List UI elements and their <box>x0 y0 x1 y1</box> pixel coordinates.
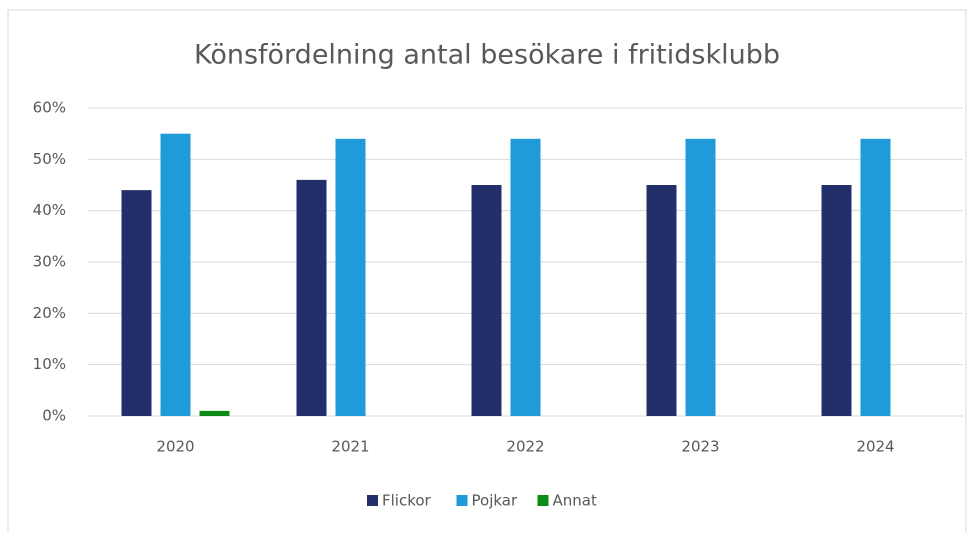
y-tick-label: 0% <box>42 407 66 425</box>
bar <box>335 138 366 417</box>
chart-title: Könsfördelning antal besökare i fritidsk… <box>194 40 780 71</box>
y-tick-label: 60% <box>33 99 66 117</box>
bar <box>685 138 716 417</box>
legend-swatch <box>537 495 549 506</box>
legend-swatch <box>456 495 468 506</box>
bar <box>510 138 541 417</box>
x-tick-label: 2022 <box>506 438 544 456</box>
legend-label: Pojkar <box>472 492 518 510</box>
y-tick-label: 20% <box>33 304 66 322</box>
bar <box>821 185 852 416</box>
y-tick-label: 50% <box>33 150 66 168</box>
bar <box>160 133 191 416</box>
x-tick-label: 2024 <box>856 438 894 456</box>
bar <box>296 179 327 416</box>
legend-label: Annat <box>553 492 597 510</box>
y-tick-label: 10% <box>33 355 66 373</box>
bar <box>646 185 677 416</box>
y-tick-label: 40% <box>33 201 66 219</box>
legend-label: Flickor <box>382 492 432 510</box>
bar <box>860 138 891 417</box>
x-tick-label: 2023 <box>681 438 719 456</box>
legend-swatch <box>367 495 378 506</box>
bar <box>199 410 230 416</box>
x-tick-label: 2020 <box>156 438 194 456</box>
y-tick-label: 30% <box>33 253 66 271</box>
x-tick-label: 2021 <box>331 438 369 456</box>
bar <box>471 185 502 416</box>
bar <box>121 190 152 416</box>
